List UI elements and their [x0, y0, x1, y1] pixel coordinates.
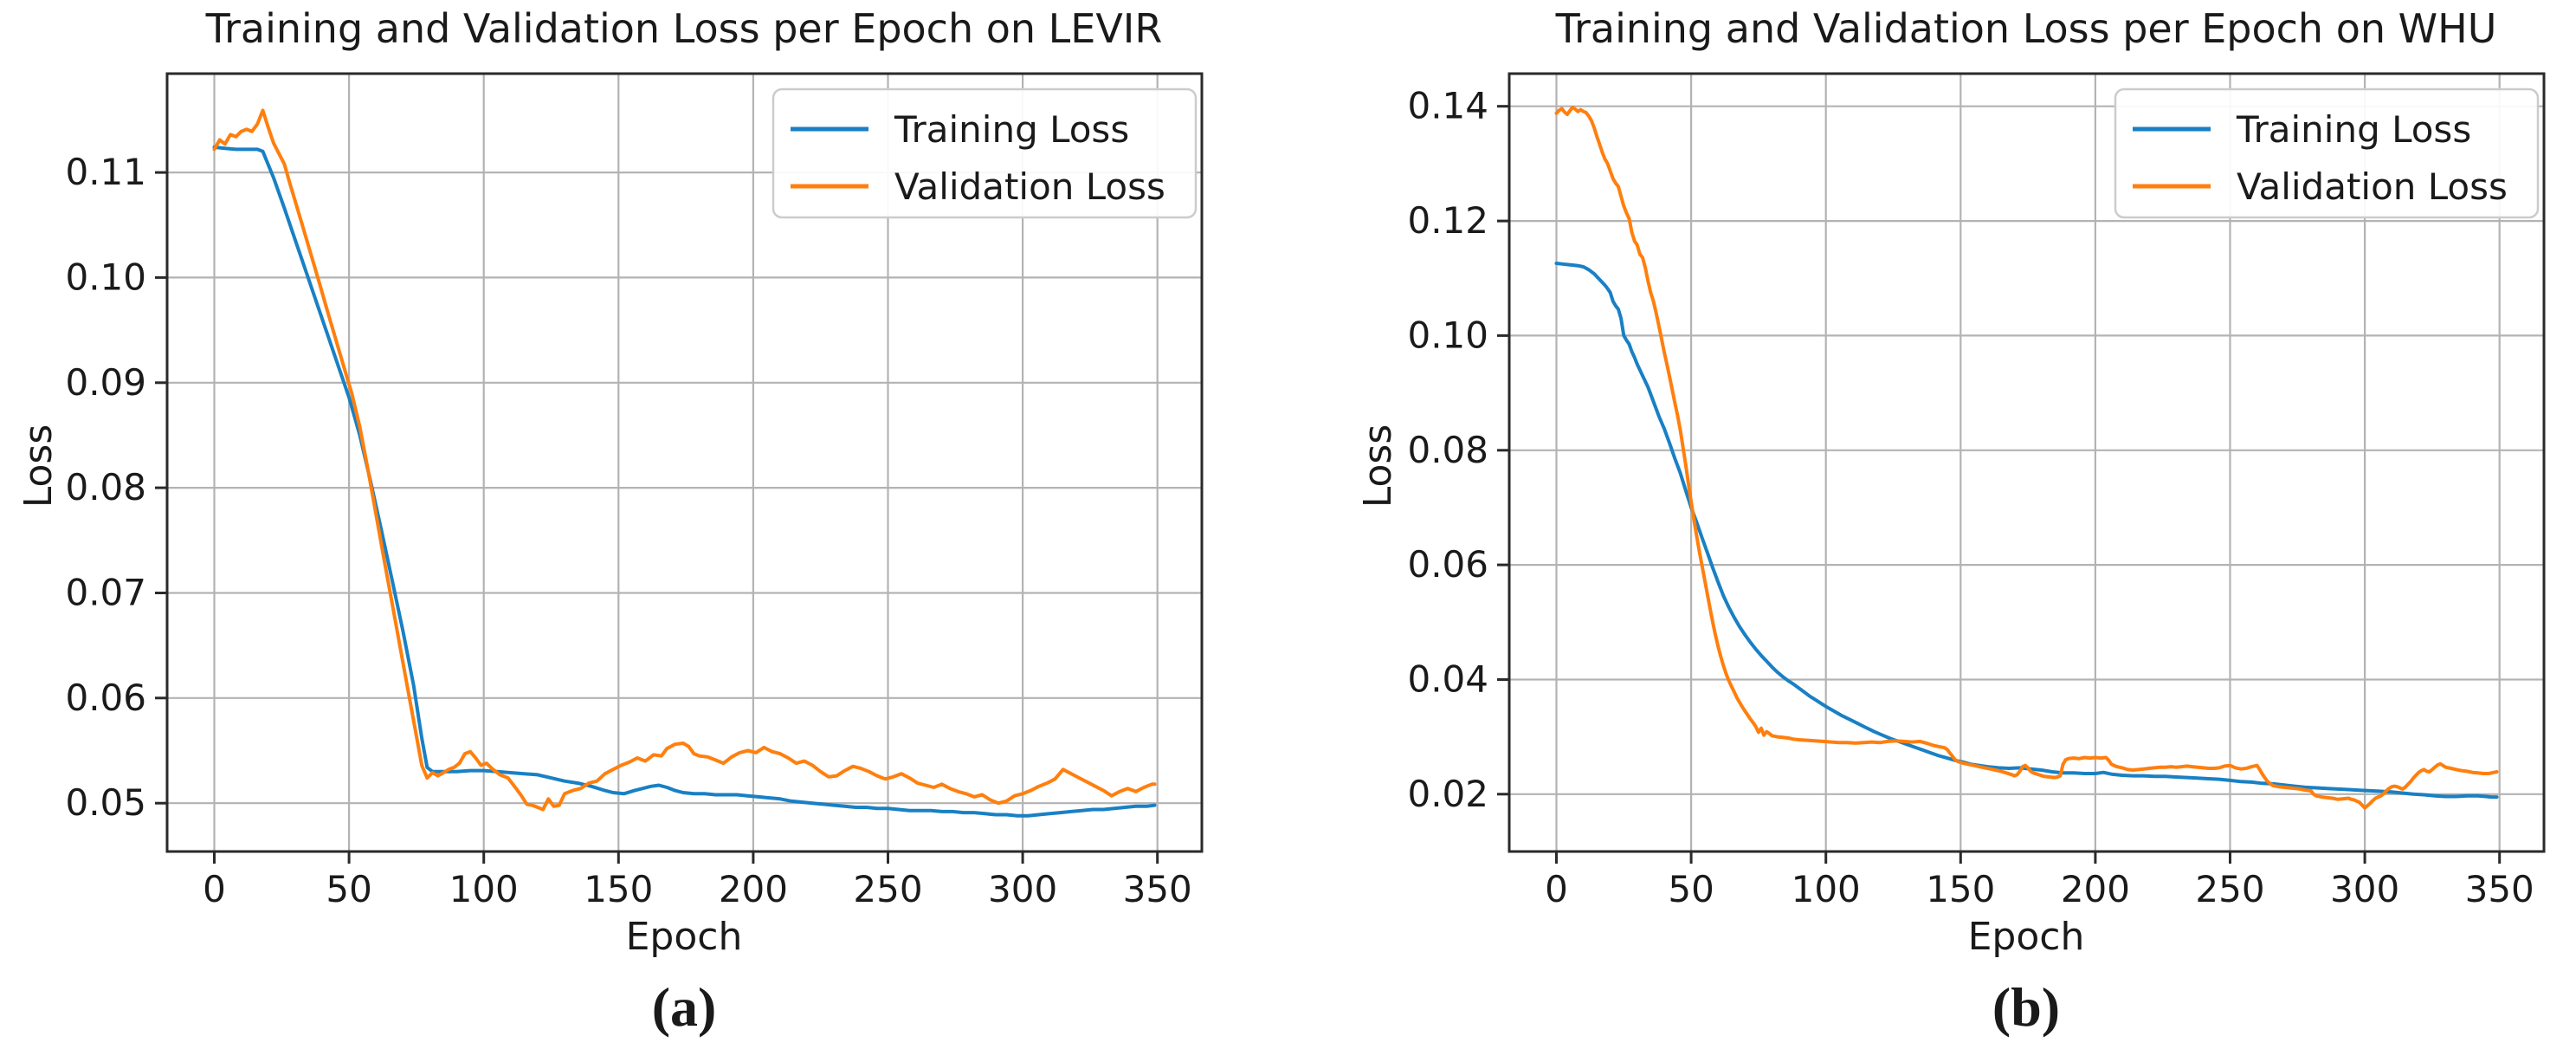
- x-tick-label: 200: [2061, 868, 2130, 910]
- y-tick-label: 0.08: [1407, 429, 1488, 471]
- x-tick-label: 250: [853, 868, 922, 910]
- subfigure-caption-b: (b): [1992, 976, 2061, 1038]
- whu-chart: 0 50 100 150 200 250 300 350 0.02 0.04 0.06 0.08 0.1…: [1407, 72, 2546, 910]
- y-tick-label: 0.02: [1407, 773, 1488, 815]
- x-tick-label: 350: [1123, 868, 1192, 910]
- training-loss-line: [212, 145, 1157, 818]
- y-tick-label: 0.14: [1407, 85, 1488, 127]
- x-axis-label-levir: Epoch: [625, 915, 743, 959]
- legend-label: Training Loss: [2236, 108, 2471, 151]
- x-axis-label-whu: Epoch: [1967, 915, 2085, 959]
- legend-label: Training Loss: [894, 108, 1129, 151]
- x-tick-label: 100: [449, 868, 519, 910]
- chart-title-whu: Training and Validation Loss per Epoch o…: [1555, 5, 2497, 52]
- legend-label: Validation Loss: [2237, 165, 2508, 208]
- validation-loss-line: [212, 108, 1157, 812]
- y-tick-label: 0.09: [65, 361, 146, 404]
- y-tick-label: 0.07: [65, 572, 146, 614]
- plot-frame: [165, 72, 1204, 853]
- x-tick-label: 0: [203, 868, 226, 910]
- y-tick-label: 0.11: [65, 151, 146, 193]
- x-tick-label: 50: [326, 868, 371, 910]
- levir-chart: 0 50 100 150 200 250 300 350 0.05 0.06 0.07 0.08 0.0…: [65, 72, 1204, 910]
- x-tick-label: 150: [584, 868, 653, 910]
- x-tick-label: 300: [988, 868, 1057, 910]
- x-tick-label: 50: [1668, 868, 1714, 910]
- plot-frame: [1508, 72, 2546, 853]
- legend-label: Validation Loss: [894, 165, 1165, 208]
- x-tick-label: 250: [2195, 868, 2264, 910]
- x-tick-label: 0: [1545, 868, 1568, 910]
- y-tick-label: 0.10: [1407, 314, 1488, 356]
- subfigure-caption-a: (a): [651, 976, 717, 1038]
- y-axis-label-whu: Loss: [1356, 424, 1400, 508]
- y-tick-label: 0.04: [1407, 658, 1488, 701]
- x-tick-label: 300: [2330, 868, 2399, 910]
- x-tick-label: 350: [2465, 868, 2534, 910]
- y-tick-label: 0.12: [1407, 199, 1488, 242]
- y-tick-label: 0.08: [65, 466, 146, 508]
- y-tick-label: 0.06: [65, 677, 146, 719]
- validation-loss-line: [1554, 106, 2499, 810]
- chart-title-levir: Training and Validation Loss per Epoch o…: [205, 5, 1163, 52]
- legend-box: [772, 87, 1198, 219]
- y-axis-label-levir: Loss: [16, 424, 61, 508]
- y-tick-label: 0.10: [65, 256, 146, 298]
- training-loss-line: [1554, 262, 2499, 800]
- legend-box: [2114, 87, 2540, 219]
- x-tick-label: 100: [1792, 868, 1861, 910]
- x-tick-label: 150: [1926, 868, 1995, 910]
- y-tick-label: 0.05: [65, 781, 146, 824]
- y-tick-label: 0.06: [1407, 543, 1488, 586]
- x-tick-label: 200: [719, 868, 788, 910]
